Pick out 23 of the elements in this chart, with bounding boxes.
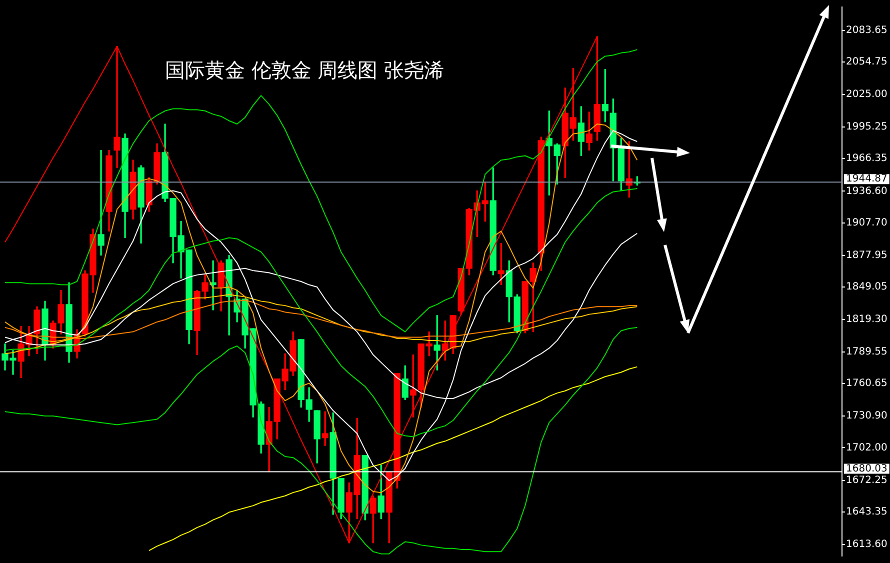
y-tick-label: 1936.60 <box>846 186 888 197</box>
ref-line-label: 1944.87 <box>846 174 888 185</box>
ref-line-label: 1680.03 <box>846 463 888 474</box>
y-tick-label: 1643.35 <box>846 506 888 518</box>
y-tick-label: 1702.00 <box>846 442 888 454</box>
y-tick-label: 1995.25 <box>846 122 888 133</box>
y-tick-label: 1730.90 <box>846 410 888 422</box>
y-tick-label: 1672.25 <box>846 474 888 486</box>
y-tick-label: 1819.30 <box>846 314 888 326</box>
candlestick <box>322 411 328 446</box>
y-tick-label: 1907.70 <box>846 217 888 228</box>
y-tick-label: 2083.65 <box>846 24 888 36</box>
candlestick <box>98 150 104 256</box>
y-tick-label: 2054.75 <box>846 56 888 68</box>
y-tick-label: 2025.00 <box>846 89 888 100</box>
y-tick-label: 1613.60 <box>846 539 888 550</box>
y-tick-label: 1789.55 <box>846 346 888 358</box>
y-tick-label: 1760.65 <box>846 378 888 390</box>
y-tick-label: 1877.95 <box>846 250 888 261</box>
y-tick-label: 1849.05 <box>846 282 888 293</box>
candlestick <box>114 46 120 168</box>
text: 国际黄金 伦敦金 周线图 张尧浠 <box>165 57 444 84</box>
y-tick-label: 1966.35 <box>846 153 888 164</box>
